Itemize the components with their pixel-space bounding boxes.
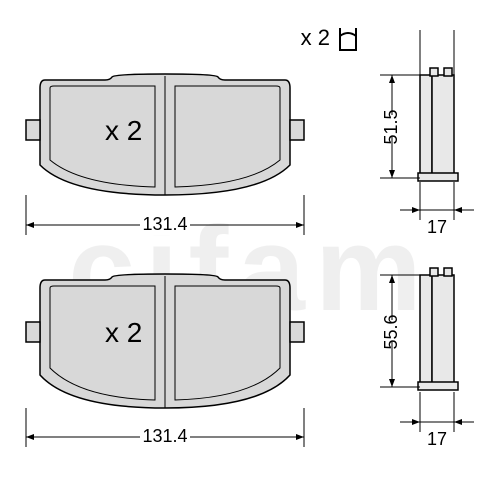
top-side-height-value: 51.5 (381, 109, 401, 144)
clip-group: x 2 (301, 25, 356, 50)
bottom-side-height-value: 55.6 (381, 314, 401, 349)
bottom-pad-front: x 2 (26, 274, 304, 408)
technical-drawing: cifam x 2 x 2 (0, 0, 500, 500)
clip-qty-label: x 2 (301, 25, 330, 50)
top-width-value: 131.4 (142, 214, 187, 234)
clip-icon (340, 28, 356, 50)
bottom-pad-qty-label: x 2 (105, 317, 142, 348)
top-pad-side (418, 68, 458, 181)
bottom-pad-side (418, 268, 458, 390)
top-pad-front: x 2 (26, 74, 304, 195)
bottom-thickness-value: 17 (427, 429, 447, 449)
top-thickness-value: 17 (427, 217, 447, 237)
bottom-thickness-dimension: 17 (400, 392, 474, 449)
bottom-width-dimension: 131.4 (26, 408, 304, 447)
bottom-width-value: 131.4 (142, 426, 187, 446)
top-pad-qty-label: x 2 (105, 115, 142, 146)
top-side-height-dimension: 51.5 (378, 75, 420, 178)
